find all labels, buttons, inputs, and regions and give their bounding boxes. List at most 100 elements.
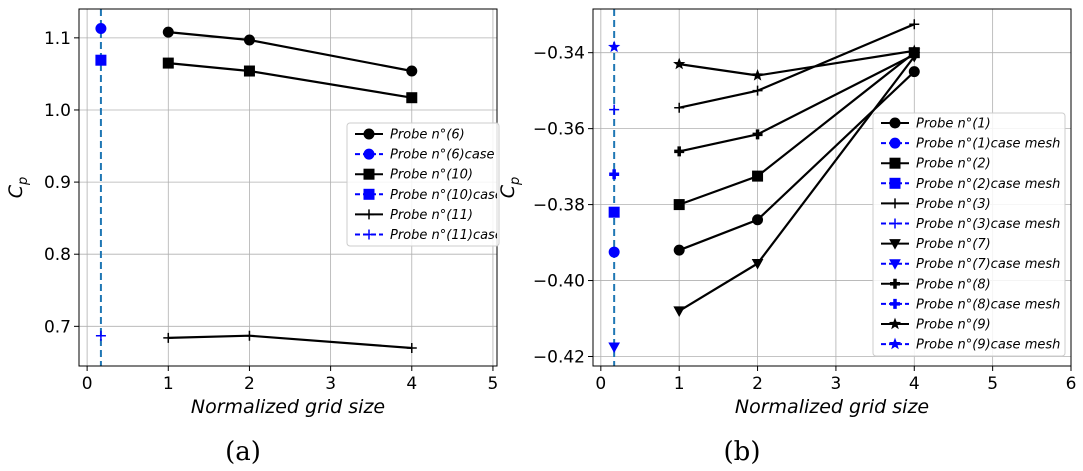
legend-entry: Probe n°(1)case mesh (881, 137, 1060, 152)
data-point (608, 206, 620, 218)
data-point (406, 342, 417, 353)
panel-a-series (95, 22, 418, 353)
panel-a-ticks: 0 1 2 3 4 5 0.7 0.8 0.9 1.0 1.1 (44, 29, 498, 394)
series-probe-n-10 (162, 57, 418, 104)
panel-b-y-axis-label: Cp (497, 177, 523, 199)
panel-a-x-axis-label: Normalized grid size (191, 396, 385, 418)
y-tick-label: −0.40 (533, 272, 585, 292)
x-tick-label: 0 (595, 374, 606, 394)
legend-marker (364, 229, 374, 240)
data-point (752, 214, 764, 226)
x-tick-label: 3 (831, 374, 842, 394)
data-point (673, 199, 685, 211)
data-point (608, 342, 621, 354)
legend-marker (363, 168, 375, 180)
data-point (674, 146, 685, 157)
series-probe-n-9-case-mesh (608, 40, 621, 53)
data-point (674, 102, 685, 113)
legend-label: Probe n°(1)case mesh (916, 137, 1060, 152)
x-tick-label: 1 (163, 374, 174, 394)
legend-label: Probe n°(3) (916, 197, 991, 212)
legend-entry: Probe n°(7) (881, 237, 991, 252)
legend-entry: Probe n°(3)case mesh (881, 217, 1060, 232)
x-tick-label: 5 (488, 374, 499, 394)
legend-entry: Probe n°(9) (881, 318, 991, 333)
legend-entry: Probe n°(2) (881, 157, 991, 172)
legend-label: Probe n°(10)case mesh (390, 188, 543, 203)
x-tick-label: 0 (82, 374, 93, 394)
legend-entry: Probe n°(10) (355, 168, 473, 183)
series-probe-n-11-case-mesh (95, 330, 106, 341)
x-tick-label: 3 (325, 374, 336, 394)
y-tick-label: 0.9 (44, 173, 71, 193)
series-line (168, 334, 412, 350)
legend-label: Probe n°(8) (916, 277, 991, 292)
legend-marker (890, 218, 900, 229)
legend-marker (889, 117, 901, 129)
y-tick-label: −0.38 (533, 196, 585, 216)
x-tick-label: 1 (674, 374, 685, 394)
series-line (678, 23, 915, 109)
panel-a-chart: 0 1 2 3 4 5 0.7 0.8 0.9 1.0 1.1 Normalized grid si… (5, 8, 543, 467)
legend-entries: Probe n°(1) Probe n°(1)case mesh Probe n°(… (881, 117, 1060, 353)
legend-entry: Probe n°(6) (355, 128, 465, 143)
data-point (162, 26, 174, 38)
series-probe-n-8-case-mesh (609, 169, 620, 180)
data-point (908, 66, 920, 78)
data-point (608, 246, 620, 258)
legend-entry: Probe n°(11) (355, 208, 473, 223)
data-point (609, 169, 620, 180)
panel-b-ticks: 0 1 2 3 4 5 6 −0.34 −0.36 −0.38 −0.40 −0.42 (533, 44, 1077, 394)
legend-box (872, 112, 1066, 357)
legend-entry: Probe n°(2)case mesh (881, 177, 1060, 192)
x-tick-label: 4 (909, 374, 920, 394)
legend-label: Probe n°(3)case mesh (916, 217, 1060, 232)
panel-b-frame (592, 8, 1072, 367)
data-point (163, 332, 174, 343)
series-line (168, 62, 412, 99)
legend-marker (890, 278, 900, 289)
x-tick-label: 2 (752, 374, 763, 394)
panel-a-caption: (a) (225, 437, 261, 467)
data-point (162, 57, 174, 69)
data-point (909, 19, 920, 30)
legend-label: Probe n°(11) (390, 208, 473, 223)
data-point (95, 54, 107, 66)
legend-entry: Probe n°(10)case mesh (355, 188, 543, 203)
legend-marker (890, 198, 900, 209)
data-point (244, 330, 255, 341)
legend-entry: Probe n°(1) (881, 117, 991, 132)
y-tick-label: −0.36 (533, 120, 585, 140)
legend-marker (890, 298, 900, 309)
data-point (752, 85, 763, 96)
legend-marker (363, 188, 375, 200)
data-point (406, 92, 418, 104)
series-probe-n-10-case-mesh (95, 54, 107, 66)
legend-marker (889, 259, 901, 270)
legend-label: Probe n°(10) (390, 168, 473, 183)
legend-label: Probe n°(6)case mesh (390, 148, 534, 163)
x-tick-label: 6 (1066, 374, 1077, 394)
panel-b-x-axis-label: Normalized grid size (735, 396, 929, 418)
legend-label: Probe n°(7)case mesh (916, 257, 1060, 272)
legend-label: Probe n°(6) (390, 128, 465, 143)
series-probe-n-7-case-mesh (608, 342, 621, 354)
panel-b-chart: 0 1 2 3 4 5 6 −0.34 −0.36 −0.38 −0.40 −0.42 Normali… (497, 8, 1077, 467)
panel-b-legend: Probe n°(1) Probe n°(1)case mesh Probe n°(… (872, 112, 1066, 357)
series-probe-n-6 (162, 26, 418, 77)
data-point (243, 34, 255, 46)
legend-label: Probe n°(7) (916, 237, 991, 252)
data-point (608, 40, 621, 53)
legend-label: Probe n°(11)case mesh (390, 228, 543, 243)
data-point (243, 65, 255, 77)
x-tick-label: 5 (987, 374, 998, 394)
y-tick-label: 0.7 (44, 317, 71, 337)
legend-entry: Probe n°(7)case mesh (881, 257, 1060, 272)
series-probe-n-3-case-mesh (609, 104, 620, 115)
y-tick-label: −0.42 (533, 348, 585, 368)
series-probe-n-9 (673, 44, 921, 81)
legend-entry: Probe n°(6)case mesh (355, 148, 534, 163)
legend-label: Probe n°(1) (916, 117, 991, 132)
legend-marker (888, 337, 902, 350)
